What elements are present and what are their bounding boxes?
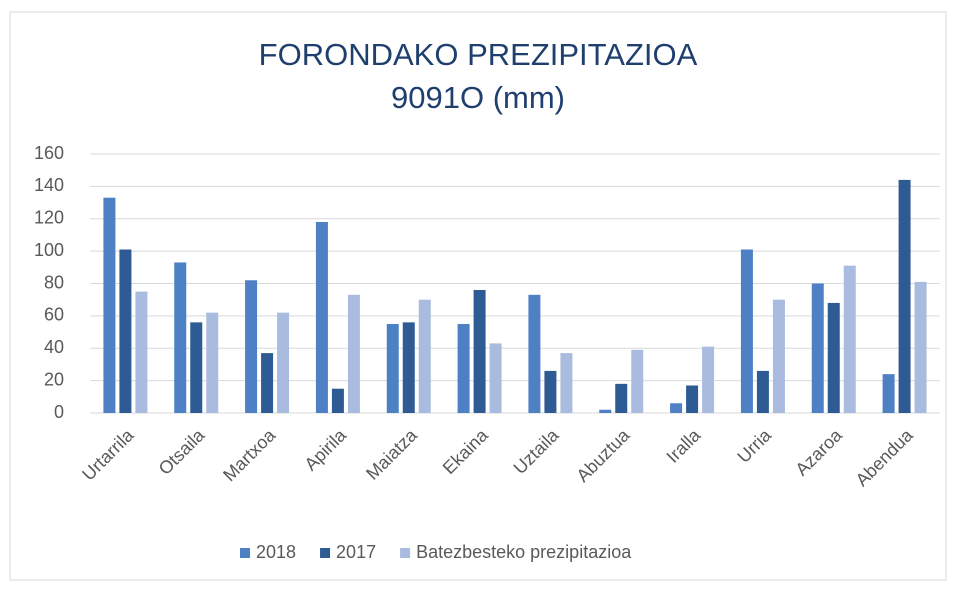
bar: [599, 409, 612, 413]
bar: [615, 383, 628, 413]
legend-label: Batezbesteko prezipitazioa: [416, 542, 632, 562]
y-tick-label: 40: [44, 337, 64, 357]
bar: [119, 249, 132, 413]
legend-label: 2018: [256, 542, 296, 562]
bar: [386, 323, 399, 413]
bar: [670, 403, 683, 413]
bar: [261, 353, 274, 413]
bar: [103, 197, 116, 413]
legend-swatch: [320, 548, 331, 558]
bar: [331, 388, 344, 413]
bar: [277, 312, 290, 413]
legend-swatch: [240, 548, 250, 558]
bar: [315, 221, 328, 413]
bar: [528, 294, 541, 413]
bar: [756, 370, 769, 413]
y-tick-label: 0: [54, 402, 64, 422]
bar: [740, 249, 753, 413]
y-tick-label: 140: [34, 175, 64, 195]
bar: [347, 294, 360, 413]
y-tick-label: 120: [34, 208, 64, 228]
bar: [882, 374, 895, 413]
bar: [402, 322, 415, 413]
bar: [135, 291, 148, 413]
bar: [843, 265, 856, 413]
bar: [827, 302, 840, 413]
y-tick-label: 100: [34, 240, 64, 260]
bar: [418, 299, 431, 413]
bar: [206, 312, 219, 413]
bar: [914, 281, 927, 413]
y-tick-label: 20: [44, 369, 64, 389]
bar: [702, 346, 715, 413]
bar: [245, 280, 258, 413]
y-tick-label: 60: [44, 305, 64, 325]
bar: [811, 283, 824, 413]
chart-title: FORONDAKO PREZIPITAZIOA: [259, 37, 698, 72]
legend-label: 2017: [336, 542, 376, 562]
bar: [772, 299, 785, 413]
bar: [544, 370, 557, 413]
bar: [631, 349, 644, 413]
y-tick-label: 80: [44, 272, 64, 292]
y-tick-label: 160: [34, 143, 64, 163]
bar: [686, 385, 699, 413]
bar: [898, 179, 911, 413]
bar: [473, 289, 486, 413]
chart-subtitle: 9091O (mm): [391, 80, 565, 115]
bar: [174, 262, 187, 413]
legend-swatch: [400, 548, 411, 558]
bar: [190, 322, 203, 413]
bar: [457, 323, 470, 413]
bar: [560, 353, 573, 413]
bar: [489, 343, 502, 413]
